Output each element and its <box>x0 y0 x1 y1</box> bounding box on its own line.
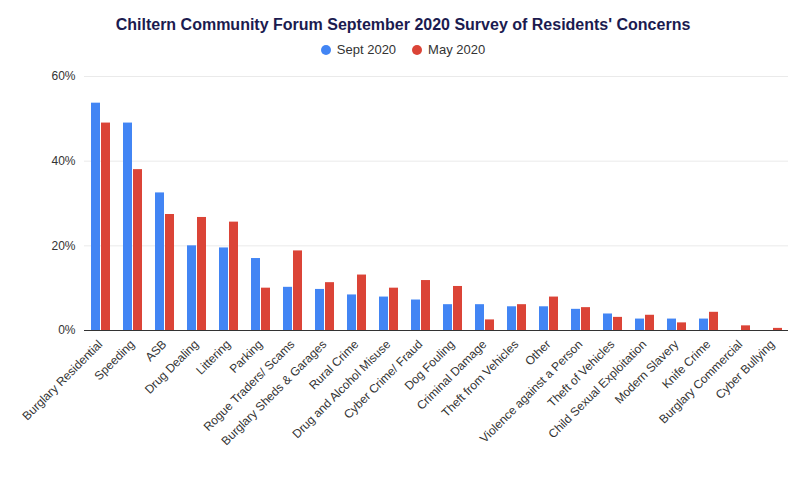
svg-text:ASB: ASB <box>142 337 169 364</box>
svg-text:Criminal Damage: Criminal Damage <box>413 337 490 413</box>
html-text:Chiltern Community Forum Septe: Chiltern Community Forum September 2020 … <box>115 16 691 33</box>
svg-text:Cyber Crime/ Fraud: Cyber Crime/ Fraud <box>340 337 426 422</box>
svg-text:Cyber Bullying: Cyber Bullying <box>713 337 778 402</box>
svg-text:Knife Crime: Knife Crime <box>659 337 714 392</box>
svg-text:Theft from Vehicles: Theft from Vehicles <box>438 337 522 420</box>
svg-text:60%: 60% <box>51 69 75 83</box>
svg-text:Rogue Traders/ Scams: Rogue Traders/ Scams <box>200 337 298 434</box>
svg-text:Child Sexual Exploitation: Child Sexual Exploitation <box>545 337 650 441</box>
svg-text:Burglary Sheds & Garages: Burglary Sheds & Garages <box>218 337 329 448</box>
svg-text:Other: Other <box>522 337 554 369</box>
svg-text:Drug and Alcohol Misuse: Drug and Alcohol Misuse <box>289 337 394 441</box>
html-text:May 2020: May 2020 <box>428 42 486 57</box>
svg-text:Modern Slavery: Modern Slavery <box>612 337 682 407</box>
svg-text:Rural Crime: Rural Crime <box>306 337 362 393</box>
svg-text:Burglary Commercial: Burglary Commercial <box>656 337 746 427</box>
svg-text:Violence against a Person: Violence against a Person <box>477 337 586 446</box>
svg-text:Parking: Parking <box>226 337 266 376</box>
svg-text:0%: 0% <box>58 323 76 337</box>
svg-text:Dog Fouling: Dog Fouling <box>401 337 458 393</box>
svg-text:Drug Dealing: Drug Dealing <box>141 337 202 397</box>
html-text:Sept 2020: Sept 2020 <box>336 42 397 57</box>
svg-text:Littering: Littering <box>193 337 233 377</box>
svg-text:20%: 20% <box>51 239 75 253</box>
svg-text:40%: 40% <box>51 154 75 168</box>
svg-text:Speeding: Speeding <box>92 337 138 383</box>
svg-text:Theft of Vehicles: Theft of Vehicles <box>544 337 618 410</box>
svg-text:Burglary Residential: Burglary Residential <box>20 337 106 423</box>
